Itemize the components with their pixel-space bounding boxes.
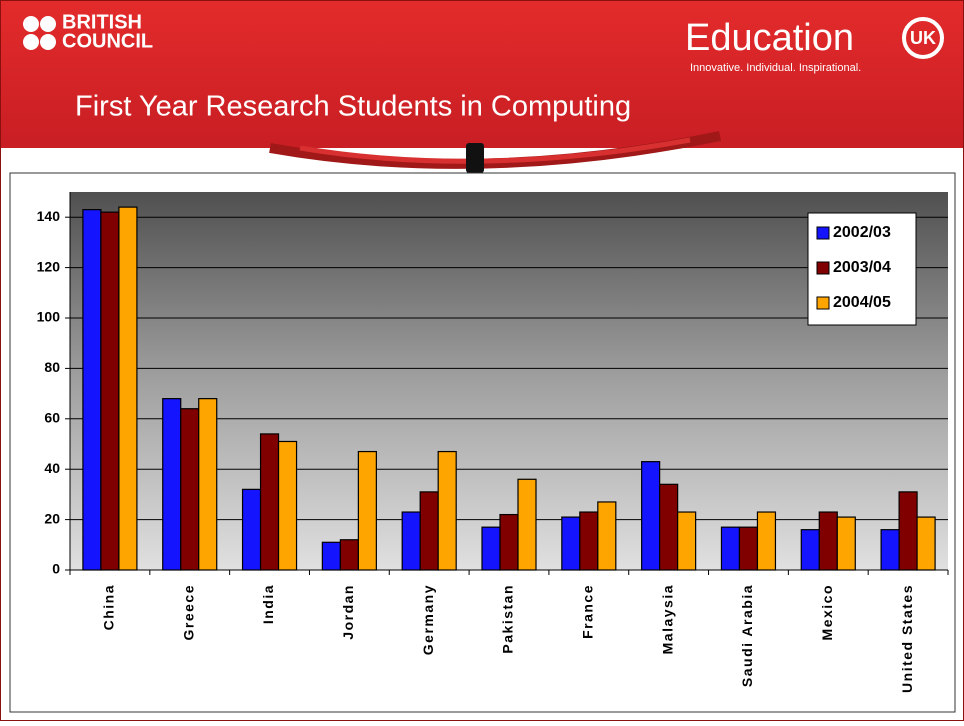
bar	[756, 511, 777, 571]
education-logo: Education UK Innovative. Individual. Ins…	[685, 17, 944, 74]
bar	[357, 450, 377, 571]
legend-swatch	[816, 226, 830, 240]
legend-swatch	[816, 261, 830, 275]
chart-title: First Year Research Students in Computin…	[75, 91, 631, 123]
bar	[597, 501, 617, 571]
legend-label: 2004/05	[833, 294, 891, 311]
y-tick-label: 100	[37, 309, 61, 325]
x-tick-label: Germany	[420, 584, 436, 655]
x-tick-label: Malaysia	[659, 584, 675, 654]
legend-label: 2003/04	[833, 259, 891, 276]
bar	[259, 433, 280, 571]
bar	[339, 539, 359, 571]
y-tick-label: 40	[44, 460, 60, 476]
bar	[499, 513, 519, 571]
bar	[641, 461, 661, 571]
bar	[836, 516, 856, 571]
brand-text: COUNCIL	[62, 30, 153, 52]
y-tick-label: 20	[44, 510, 60, 526]
bar	[437, 450, 457, 571]
x-tick-label: France	[580, 584, 596, 639]
bar	[720, 526, 741, 571]
x-tick-label: United States	[899, 584, 915, 693]
bar	[800, 529, 820, 571]
legend-label: 2002/03	[833, 224, 891, 241]
y-tick-label: 60	[44, 410, 60, 426]
y-tick-label: 80	[44, 359, 60, 375]
x-tick-label: Mexico	[819, 584, 835, 640]
x-tick-label: India	[260, 584, 276, 624]
legend-swatch	[816, 296, 830, 310]
x-tick-label: Greece	[180, 584, 196, 640]
bar	[561, 516, 581, 571]
brand-text: BRITISH	[62, 11, 142, 33]
logo-word: Education	[685, 17, 854, 59]
bar	[277, 440, 298, 571]
bar	[738, 526, 759, 571]
x-tick-label: China	[101, 584, 117, 630]
bar	[677, 511, 697, 571]
bar	[321, 541, 341, 571]
bar	[118, 206, 138, 571]
bar	[162, 398, 182, 571]
bar	[180, 408, 200, 571]
bar	[419, 491, 439, 571]
x-tick-label: Pakistan	[500, 584, 516, 654]
bar	[579, 511, 599, 571]
bar	[481, 526, 501, 571]
x-tick-label: Jordan	[340, 584, 356, 640]
cable	[269, 131, 721, 173]
y-tick-label: 0	[52, 561, 60, 577]
bar	[517, 478, 537, 571]
bar	[198, 398, 218, 571]
y-tick-label: 140	[37, 208, 61, 224]
brand-logo: BRITISH COUNCIL	[23, 11, 153, 52]
header-band	[1, 1, 963, 148]
logo-mark: UK	[910, 28, 936, 48]
bar	[880, 529, 900, 571]
bar	[818, 511, 838, 571]
bar	[659, 483, 679, 571]
x-tick-label: Saudi Arabia	[739, 584, 755, 687]
bar	[916, 516, 936, 571]
bar	[100, 211, 120, 571]
y-tick-label: 120	[37, 258, 61, 274]
bar	[898, 491, 918, 571]
tagline: Innovative. Individual. Inspirational.	[690, 62, 861, 74]
bar	[401, 511, 421, 571]
bar	[241, 488, 262, 571]
bar	[82, 209, 102, 571]
